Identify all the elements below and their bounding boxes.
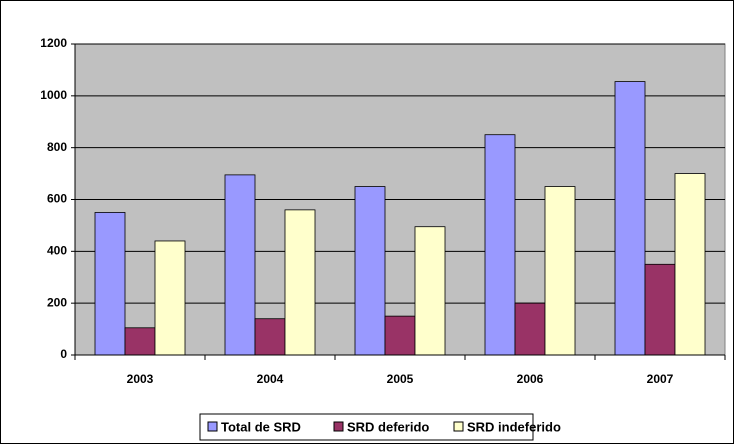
bar xyxy=(124,327,156,356)
legend-label: Total de SRD xyxy=(221,419,301,434)
bar xyxy=(674,173,706,356)
x-tick-label: 2006 xyxy=(517,372,544,386)
legend-label: SRD indeferido xyxy=(467,419,561,434)
legend-label: SRD deferido xyxy=(347,419,429,434)
y-tick-label: 400 xyxy=(47,244,67,258)
bar xyxy=(614,81,646,356)
bar xyxy=(354,186,386,356)
bar xyxy=(544,186,576,356)
x-tick-label: 2007 xyxy=(647,372,674,386)
y-tick-label: 200 xyxy=(47,295,67,309)
legend-box xyxy=(199,413,534,441)
bar xyxy=(284,209,316,356)
y-tick-label: 0 xyxy=(60,347,67,361)
legend-swatch xyxy=(333,421,344,432)
bar xyxy=(154,240,186,356)
legend-swatch xyxy=(207,421,218,432)
bar xyxy=(644,263,676,356)
bar xyxy=(484,134,516,356)
bar xyxy=(224,174,256,356)
x-tick-label: 2004 xyxy=(257,372,284,386)
y-tick-label: 1200 xyxy=(40,36,67,50)
y-tick-label: 800 xyxy=(47,140,67,154)
bar xyxy=(414,226,446,356)
legend-swatch xyxy=(453,421,464,432)
x-tick-label: 2005 xyxy=(387,372,414,386)
y-tick-label: 600 xyxy=(47,192,67,206)
y-tick-label: 1000 xyxy=(40,88,67,102)
bar xyxy=(514,302,546,356)
bar xyxy=(94,212,126,356)
bar xyxy=(384,315,416,356)
x-tick-label: 2003 xyxy=(127,372,154,386)
bar xyxy=(254,318,286,356)
